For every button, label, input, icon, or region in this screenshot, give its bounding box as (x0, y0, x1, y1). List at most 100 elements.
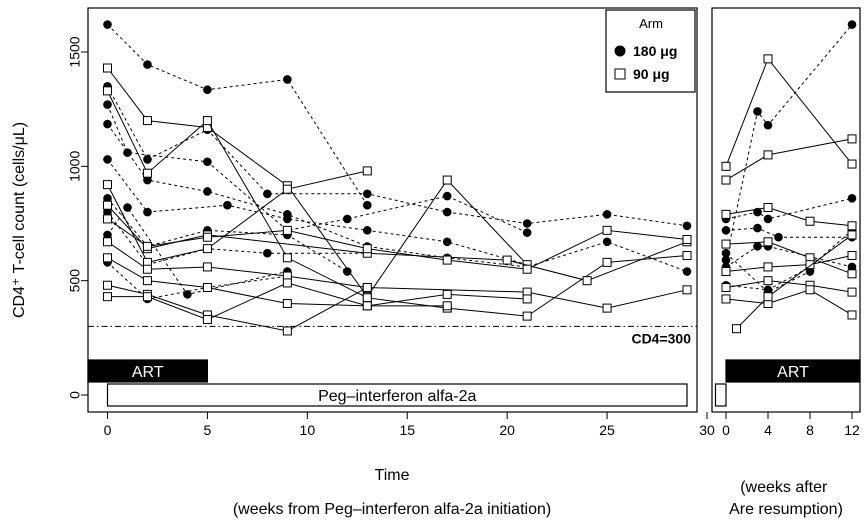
data-point-180 (442, 237, 452, 247)
series-line-90 (725, 255, 853, 273)
data-point-90 (847, 159, 857, 169)
data-point-90 (282, 253, 292, 263)
data-point-90 (442, 175, 452, 185)
data-point-90 (442, 289, 452, 299)
data-point-180 (123, 148, 132, 157)
legend-marker-90 (614, 68, 626, 80)
series-line-180 (107, 262, 288, 300)
x-tick-label: 25 (599, 422, 615, 438)
data-point-90 (721, 209, 731, 219)
data-point-180 (522, 219, 532, 228)
cd4-threshold-label: CD4=300 (631, 330, 691, 346)
data-point-90 (602, 257, 612, 267)
data-point-90 (103, 292, 112, 302)
data-point-90 (142, 276, 152, 286)
data-point-90 (202, 244, 212, 254)
series-line-180 (107, 86, 688, 227)
data-point-180 (721, 255, 731, 265)
data-point-90 (602, 303, 612, 313)
data-point-180 (103, 100, 112, 109)
art-bar-label: ART (777, 364, 809, 381)
resumption-axis-label: (weeks after Are resumption) (729, 479, 843, 518)
data-point-180 (143, 60, 152, 69)
x-tick-label: 4 (764, 422, 772, 438)
data-point-90 (682, 285, 692, 295)
series-line-90 (107, 241, 688, 309)
data-point-180 (263, 189, 272, 199)
peg-interferon-bar (106, 383, 688, 407)
legend-label-180: 180 μg (633, 43, 677, 59)
data-point-180 (805, 267, 815, 276)
series-line-180 (107, 159, 528, 266)
data-point-90 (202, 116, 212, 126)
x-tick-label: 10 (300, 422, 316, 438)
data-point-180 (442, 207, 452, 217)
data-point-90 (142, 168, 152, 178)
series-line-90 (725, 138, 853, 181)
data-point-180 (263, 248, 272, 258)
data-point-90 (103, 200, 112, 210)
data-point-90 (103, 237, 112, 247)
series-line-180 (725, 229, 853, 291)
data-point-180 (283, 214, 292, 224)
data-point-90 (142, 292, 152, 302)
data-point-90 (103, 214, 112, 224)
data-point-180 (847, 262, 857, 272)
data-point-180 (602, 210, 612, 219)
data-point-180 (753, 242, 762, 251)
data-point-90 (582, 276, 592, 286)
data-point-180 (602, 237, 612, 247)
y-tick-label: 500 (67, 269, 83, 293)
x-tick-label: 30 (699, 422, 715, 438)
data-point-90 (202, 232, 212, 242)
x-axis-sublabel: (weeks from Peg–interferon alfa-2a initi… (233, 501, 551, 518)
data-point-90 (142, 241, 152, 251)
main-plot-frame (87, 7, 698, 413)
data-point-90 (522, 294, 532, 304)
series-line-90 (725, 280, 853, 293)
x-tick-label: 8 (806, 422, 814, 438)
x-tick-label: 12 (844, 422, 860, 438)
peg-interferon-bar (714, 383, 727, 407)
data-point-90 (721, 294, 731, 304)
legend-box (605, 9, 696, 93)
data-point-180 (763, 120, 773, 130)
data-point-180 (283, 75, 292, 84)
data-point-180 (682, 267, 692, 276)
series-line-90 (107, 90, 688, 317)
series-line-90 (725, 289, 853, 316)
series-line-180 (725, 227, 852, 238)
peg-interferon-bar-label: Peg–interferon alfa-2a (318, 388, 476, 405)
data-point-90 (847, 230, 857, 240)
data-point-90 (732, 324, 741, 334)
data-point-90 (682, 251, 692, 261)
data-point-90 (763, 202, 773, 212)
resumption-plot-frame (711, 7, 861, 413)
y-tick-label: 1500 (67, 36, 83, 67)
data-point-180 (143, 175, 152, 185)
data-point-180 (342, 267, 352, 276)
data-point-180 (522, 228, 532, 237)
data-point-90 (282, 299, 292, 309)
data-point-90 (282, 278, 292, 288)
data-point-180 (763, 214, 773, 224)
data-point-90 (805, 216, 815, 226)
data-point-180 (203, 187, 212, 196)
data-point-180 (103, 155, 112, 164)
series-line-90 (736, 234, 853, 330)
data-point-90 (763, 54, 773, 64)
data-point-180 (183, 290, 192, 299)
series-line-90 (725, 206, 853, 227)
data-point-90 (763, 262, 773, 272)
data-point-180 (847, 20, 857, 29)
data-point-90 (847, 221, 857, 231)
data-point-180 (203, 85, 212, 95)
art-bar (87, 359, 209, 383)
main-panel: 0 5 10 15 20 25 30 0 500 1000 1500 CD4=300 ART Peg–in… (67, 7, 715, 438)
series-line-180 (107, 206, 288, 295)
y-tick-label: 0 (67, 391, 83, 399)
data-point-90 (847, 134, 857, 144)
data-point-90 (847, 269, 857, 279)
data-point-180 (203, 157, 212, 167)
data-point-90 (522, 311, 532, 321)
